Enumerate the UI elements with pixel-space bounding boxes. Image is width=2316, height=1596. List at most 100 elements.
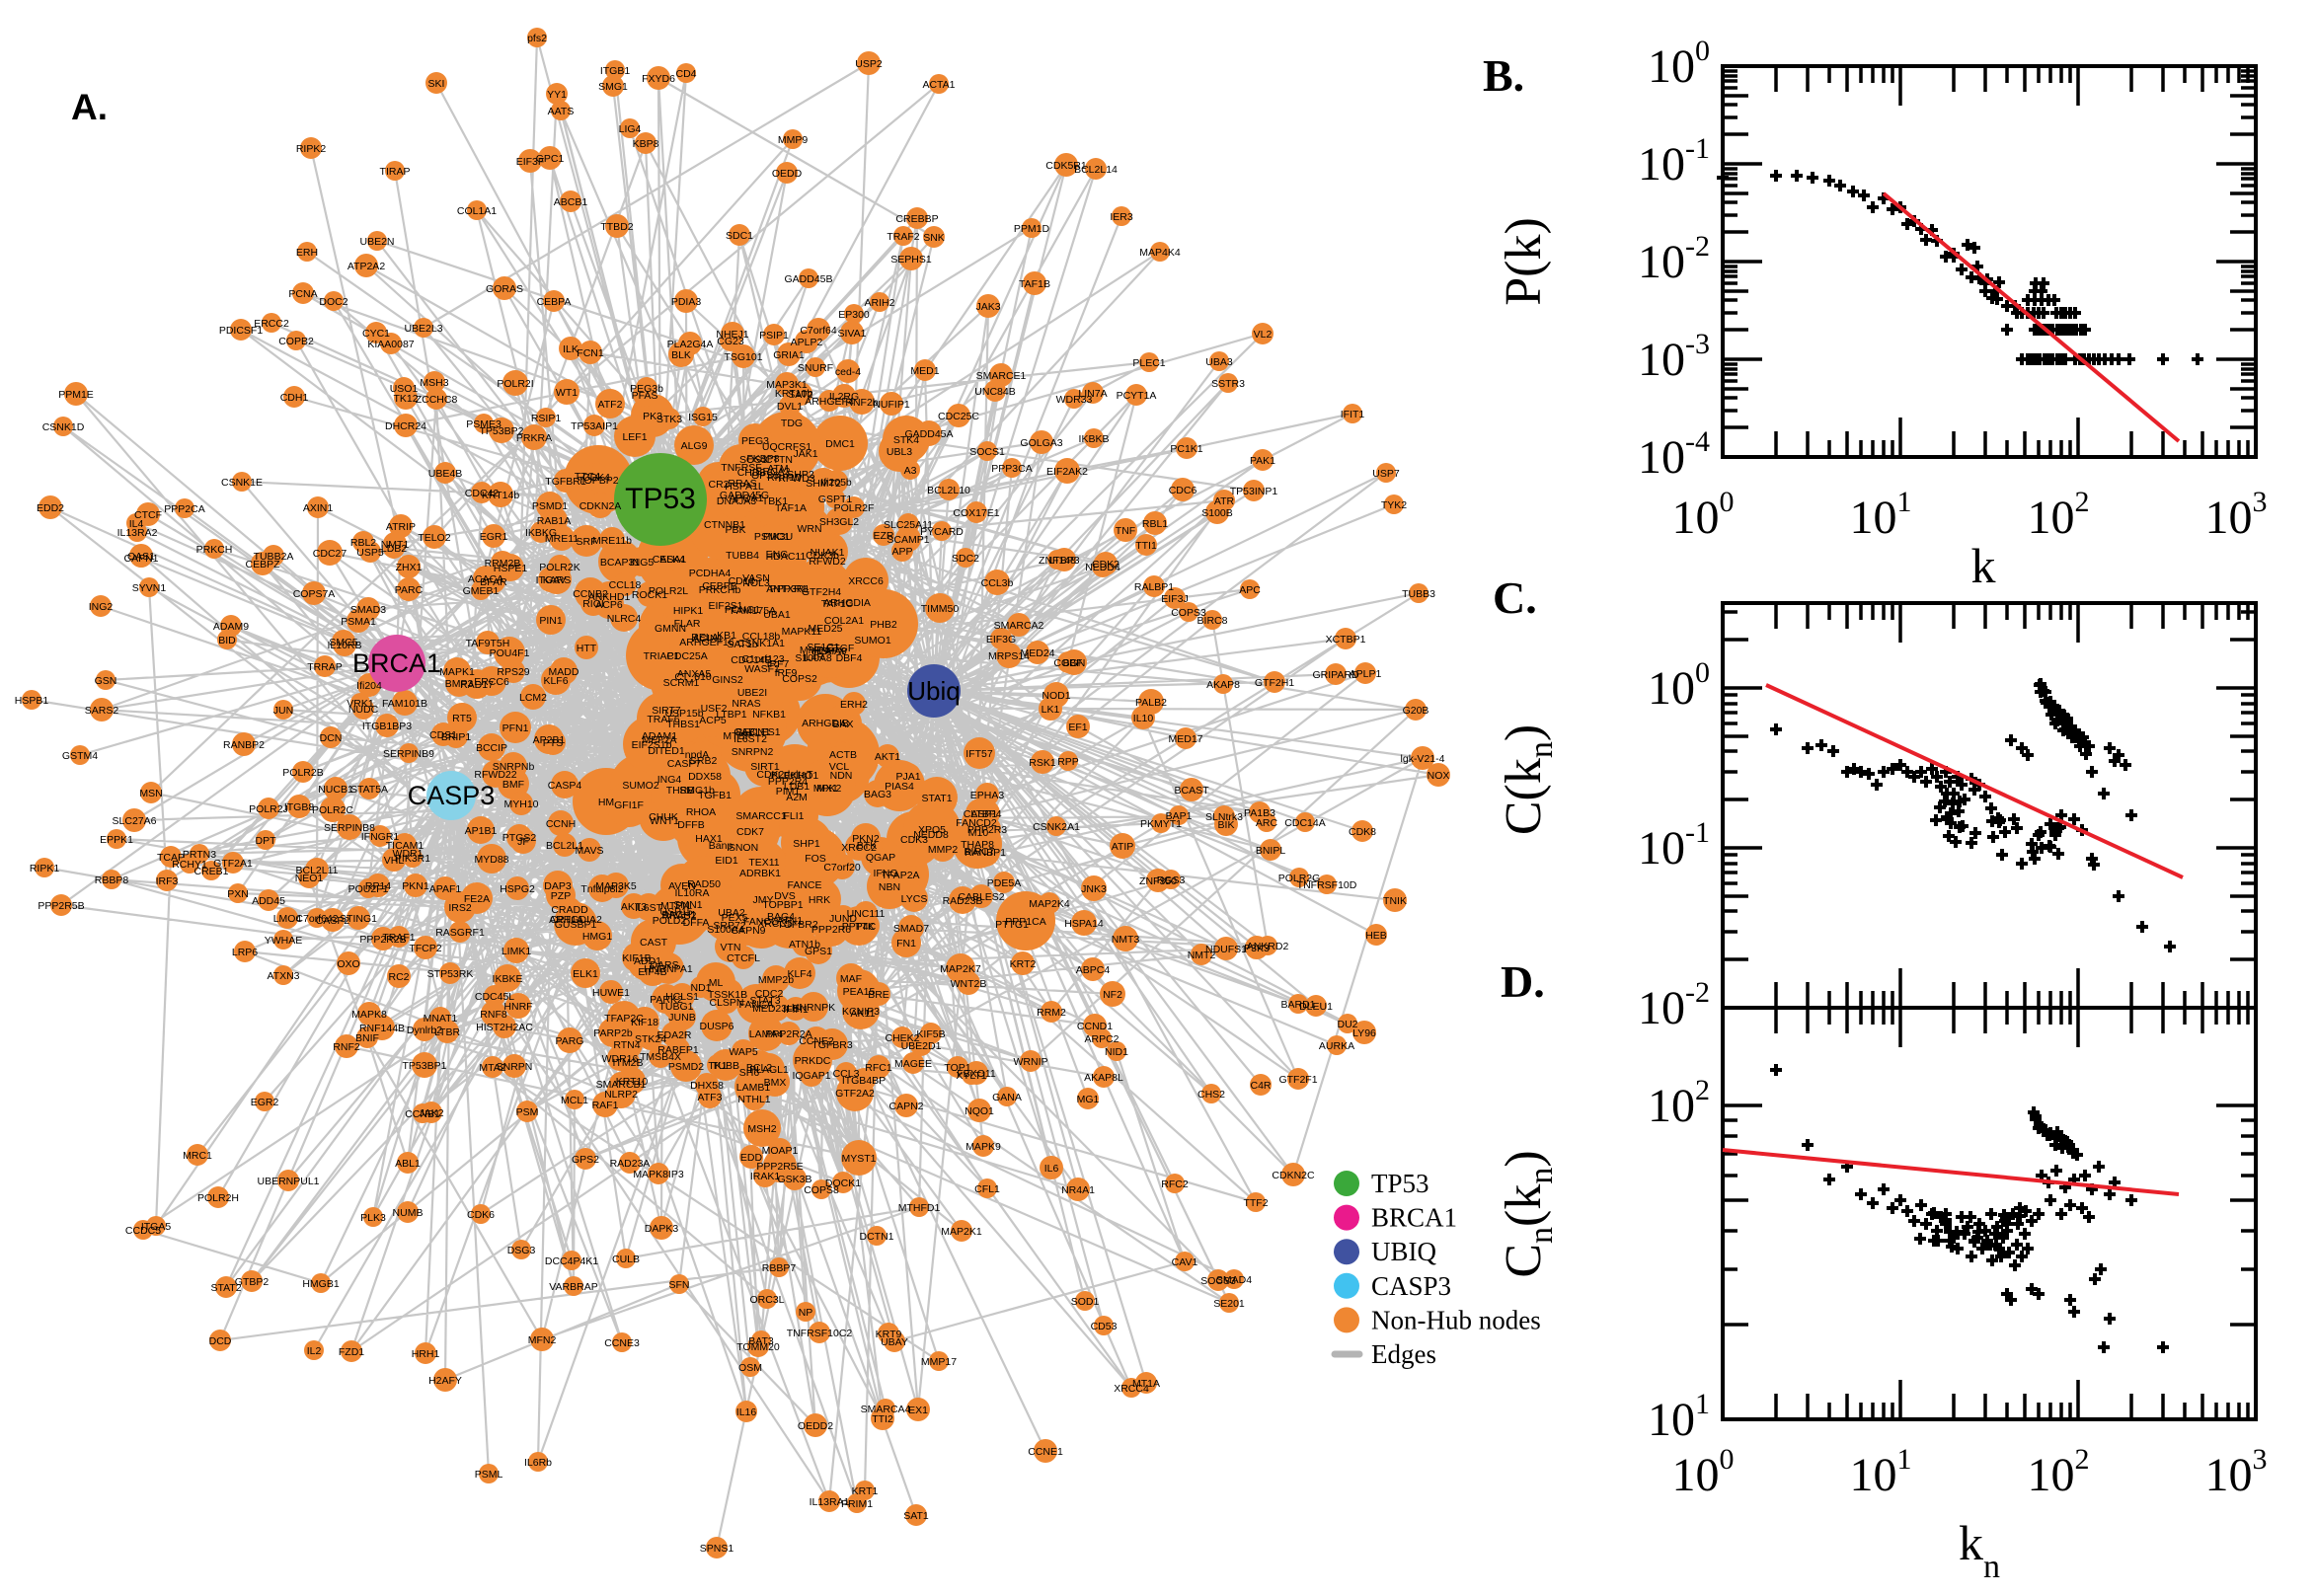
- svg-text:GTF2H1: GTF2H1: [1255, 677, 1294, 689]
- svg-text:GANA: GANA: [992, 1092, 1022, 1103]
- svg-text:GSTM4: GSTM4: [62, 750, 98, 762]
- svg-text:RGS3: RGS3: [1157, 874, 1186, 886]
- svg-text:PPP3R1: PPP3R1: [770, 583, 810, 595]
- svg-text:SERPINB9: SERPINB9: [383, 748, 434, 760]
- svg-text:CDC27: CDC27: [313, 548, 347, 560]
- svg-text:NEDD8: NEDD8: [913, 829, 949, 841]
- svg-text:CCNH: CCNH: [546, 818, 576, 830]
- svg-text:CDH1: CDH1: [280, 392, 309, 404]
- svg-text:CAST: CAST: [640, 937, 668, 949]
- svg-text:SHP2: SHP2: [787, 469, 814, 481]
- svg-text:RFWD3: RFWD3: [778, 473, 814, 485]
- svg-text:TTC4: TTC4: [575, 471, 600, 483]
- svg-text:BRCA1: BRCA1: [352, 648, 441, 678]
- svg-text:B.: B.: [1483, 50, 1524, 101]
- svg-text:CEBPB: CEBPB: [702, 580, 737, 592]
- svg-text:pfs2: pfs2: [527, 33, 547, 44]
- svg-text:GMEB1: GMEB1: [463, 585, 500, 597]
- svg-text:GFI1F: GFI1F: [614, 799, 644, 811]
- svg-text:CTTN: CTTN: [765, 454, 793, 466]
- svg-text:NOD1: NOD1: [1042, 690, 1070, 702]
- svg-text:ML: ML: [709, 977, 724, 989]
- svg-text:ELK4: ELK4: [659, 554, 685, 566]
- svg-text:RHOA: RHOA: [686, 806, 716, 818]
- svg-text:CDKN2C: CDKN2C: [1272, 1170, 1315, 1181]
- svg-text:HUWE1: HUWE1: [592, 987, 630, 999]
- svg-text:CASP1: CASP1: [964, 808, 998, 820]
- svg-text:TOMM20: TOMM20: [736, 1341, 780, 1353]
- svg-text:ITGB1: ITGB1: [600, 65, 631, 77]
- svg-text:ANXA5: ANXA5: [677, 668, 712, 680]
- svg-text:BCAP31: BCAP31: [600, 557, 640, 569]
- svg-text:CDK2deltaT: CDK2deltaT: [756, 769, 813, 781]
- svg-text:BRIP1: BRIP1: [441, 731, 472, 743]
- svg-text:CABLES2: CABLES2: [958, 891, 1004, 903]
- svg-text:MTPN: MTPN: [660, 900, 690, 912]
- svg-text:ORC3L: ORC3L: [749, 1294, 784, 1306]
- svg-text:BGN: BGN: [1063, 657, 1086, 669]
- svg-text:Edges: Edges: [1371, 1339, 1436, 1369]
- svg-text:KBP8: KBP8: [633, 138, 659, 150]
- svg-text:AXIN1: AXIN1: [303, 502, 334, 514]
- svg-text:BCAST: BCAST: [1174, 785, 1209, 797]
- svg-text:VTN: VTN: [721, 942, 741, 953]
- svg-text:CLSPN: CLSPN: [709, 997, 743, 1009]
- svg-text:BAG3: BAG3: [864, 789, 891, 800]
- svg-text:CRADD: CRADD: [551, 904, 588, 916]
- svg-text:APAF1: APAF1: [429, 883, 462, 895]
- svg-text:FLAR: FLAR: [674, 618, 701, 630]
- svg-text:HNRNPA1: HNRNPA1: [644, 963, 693, 975]
- svg-text:ATP2A2: ATP2A2: [347, 261, 385, 272]
- svg-text:BIRC8: BIRC8: [1197, 615, 1228, 627]
- svg-text:PSMD2: PSMD2: [668, 1061, 704, 1073]
- svg-text:ZHX1: ZHX1: [396, 562, 423, 573]
- svg-text:SMC5: SMC5: [329, 637, 357, 648]
- svg-text:FCN1: FCN1: [577, 347, 604, 359]
- svg-text:POLR2G: POLR2G: [1278, 873, 1321, 884]
- svg-text:CHD3: CHD3: [737, 467, 766, 479]
- svg-text:RAD23A: RAD23A: [610, 1158, 651, 1170]
- svg-text:UBE2D1: UBE2D1: [901, 1040, 942, 1052]
- svg-text:PPP2R4: PPP2R4: [768, 776, 808, 788]
- svg-text:PIN1: PIN1: [539, 615, 563, 627]
- svg-text:WDR16: WDR16: [602, 1053, 639, 1065]
- svg-text:USP15: USP15: [659, 906, 692, 918]
- svg-text:FANCE: FANCE: [787, 879, 821, 891]
- svg-text:TUBB2A: TUBB2A: [254, 551, 294, 563]
- svg-text:Banp: Banp: [709, 840, 733, 852]
- svg-text:ACIN1: ACIN1: [693, 633, 724, 645]
- svg-text:IFIH1: IFIH1: [783, 1004, 809, 1016]
- svg-text:IRF3: IRF3: [156, 875, 179, 887]
- svg-text:TAF1C: TAF1C: [821, 598, 854, 610]
- svg-text:RAD23B: RAD23B: [943, 895, 983, 907]
- svg-text:MMP2: MMP2: [928, 844, 958, 856]
- svg-text:PKN2: PKN2: [852, 833, 880, 845]
- svg-text:OEDD2: OEDD2: [798, 1420, 833, 1432]
- svg-text:TFCP2: TFCP2: [409, 943, 441, 954]
- svg-text:FN1: FN1: [896, 938, 916, 950]
- svg-text:SAT1: SAT1: [903, 1510, 929, 1522]
- svg-text:DITED1: DITED1: [648, 745, 685, 757]
- svg-text:PDICSF1: PDICSF1: [219, 325, 264, 337]
- svg-text:PSIP1: PSIP1: [759, 330, 789, 342]
- svg-text:CDK2: CDK2: [1092, 559, 1119, 570]
- svg-text:PPP2R3: PPP2R3: [967, 824, 1007, 836]
- svg-text:POLD2: POLD2: [653, 915, 687, 927]
- svg-text:MYH10: MYH10: [503, 798, 538, 810]
- svg-text:ARIH2: ARIH2: [865, 297, 895, 309]
- svg-text:CSNK2A1: CSNK2A1: [1033, 821, 1080, 833]
- svg-text:CSNK1D: CSNK1D: [42, 421, 85, 433]
- svg-text:MMP2b: MMP2b: [758, 974, 794, 986]
- svg-text:JUND: JUND: [829, 913, 857, 925]
- svg-text:EF1: EF1: [1068, 722, 1087, 733]
- svg-text:C(kn): C(kn): [1496, 724, 1560, 835]
- svg-text:RBL2: RBL2: [350, 537, 376, 549]
- svg-text:TP53: TP53: [1371, 1169, 1429, 1198]
- svg-text:SIRT1: SIRT1: [750, 761, 780, 773]
- svg-text:CASP3: CASP3: [1371, 1271, 1451, 1301]
- svg-text:MED17: MED17: [1168, 733, 1202, 745]
- svg-text:P(k): P(k): [1496, 217, 1552, 306]
- svg-text:HSPB1: HSPB1: [15, 695, 49, 707]
- svg-text:TGFBR3: TGFBR3: [811, 1039, 853, 1051]
- svg-text:NMT3: NMT3: [1112, 934, 1140, 946]
